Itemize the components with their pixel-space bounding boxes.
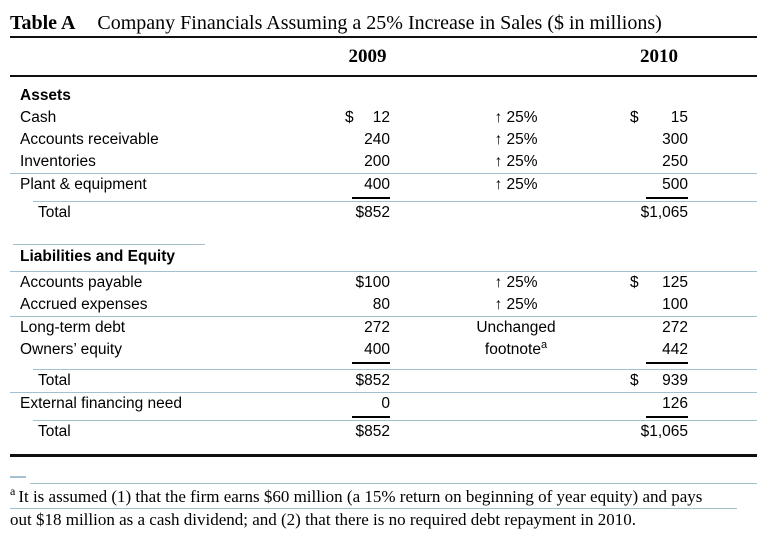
value-2010: 100 [662,296,688,313]
value-2009: 240 [364,131,390,148]
value-2009: 0 [345,393,390,418]
value-2009: $100 [355,274,390,291]
divider-header [10,75,757,77]
row-label: External financing need [20,395,183,412]
value-2010: $939 [630,370,688,392]
footnote-text-1: It is assumed (1) that the firm earns $6… [18,487,703,506]
value-2010: $1,065 [640,423,688,440]
footnote-superscript: a [540,338,548,351]
row-label: Cash [20,109,57,126]
change-indicator: ↑ 25% [494,131,538,148]
table-title: Table A Company Financials Assuming a 25… [10,12,757,36]
value-2010: $125 [630,272,688,294]
currency-symbol: $ [630,109,639,126]
footnote-marker: a [10,484,16,499]
value-2010: 300 [662,131,688,148]
value-2009: $852 [355,372,390,389]
table-row-owners-equity: Owners’ equity 400 footnotea 442 [10,339,757,364]
footnote-top-rule [30,483,757,484]
table-title-label: Table A [10,12,76,34]
value-2009: 400 [345,339,390,364]
footnote: a It is assumed (1) that the firm earns $… [10,476,757,531]
section-heading-liabilities: Liabilities and Equity [20,248,176,265]
year-header-row: 2009 2010 [10,38,757,75]
table-title-text: Company Financials Assuming a 25% Increa… [97,12,662,34]
footnote-line-2: out $18 million as a cash dividend; and … [10,510,637,529]
divider-row [10,271,757,272]
divider-heading [13,244,205,245]
table-row-grand-total: Total $852 $1,065 [10,421,757,443]
table-row-assets-total: Total $852 $1,065 [10,202,757,224]
row-label: Total [38,372,71,389]
section-heading-assets: Assets [20,87,71,104]
change-indicator: Unchanged [476,319,556,336]
divider-total [33,420,757,421]
row-label: Accounts payable [20,274,143,291]
divider-total [33,201,757,202]
value-2010: 272 [662,319,688,336]
table-row-liabilities-total: Total $852 $939 [10,370,757,392]
value-2010: 500 [630,174,688,199]
row-label: Plant & equipment [20,176,147,193]
row-label: Accounts receivable [20,131,159,148]
change-indicator: footnotea [457,339,575,361]
footnote-line-1: a It is assumed (1) that the firm earns $… [10,476,737,509]
value-2010: 250 [662,153,688,170]
table-row-plant-equipment: Plant & equipment 400 ↑ 25% 500 [10,174,757,199]
table-row-external-financing-need: External financing need 0 126 [10,393,757,418]
row-label: Owners’ equity [20,341,122,358]
footnote-dash-artifact [10,476,26,478]
change-indicator: ↑ 25% [494,296,538,313]
footnote-reference: footnote [484,341,541,358]
value-2009: 200 [364,153,390,170]
divider-row [10,392,757,393]
table-row-accounts-payable: Accounts payable $100 ↑ 25% $125 [10,272,757,294]
row-label: Accrued expenses [20,296,148,313]
change-indicator: ↑ 25% [494,274,538,291]
divider-row [10,316,757,317]
value-2009: $852 [355,423,390,440]
value-2009: 80 [372,296,390,313]
row-label: Total [38,204,71,221]
value-2010: $1,065 [640,204,688,221]
divider-row [10,173,757,174]
table-row-inventories: Inventories 200 ↑ 25% 250 [10,151,757,173]
table-row-long-term-debt: Long-term debt 272 Unchanged 272 [10,317,757,339]
year-header-2009: 2009 [348,45,387,67]
row-label: Total [38,423,71,440]
table-row-cash: Cash $12 ↑ 25% $15 [10,107,757,129]
value-2009: $852 [355,204,390,221]
value-2010: 442 [630,339,688,364]
value-2009: 400 [345,174,390,199]
value-2009: 272 [364,319,390,336]
year-header-2010: 2010 [640,45,678,67]
row-label: Inventories [20,153,96,170]
change-indicator: ↑ 25% [494,153,538,170]
value-2009: $12 [345,107,390,129]
currency-symbol: $ [630,274,639,291]
table-row-accounts-receivable: Accounts receivable 240 ↑ 25% 300 [10,129,757,151]
divider-top [10,36,757,38]
divider-total [33,369,757,370]
currency-symbol: $ [630,372,639,389]
row-label: Long-term debt [20,319,126,336]
value-2010: $15 [630,107,688,129]
change-indicator: ↑ 25% [494,176,538,193]
table-row-accrued-expenses: Accrued expenses 80 ↑ 25% 100 [10,294,757,316]
change-indicator: ↑ 25% [494,109,538,126]
divider-bottom [10,454,757,457]
currency-symbol: $ [345,109,354,126]
value-2010: 126 [630,393,688,418]
